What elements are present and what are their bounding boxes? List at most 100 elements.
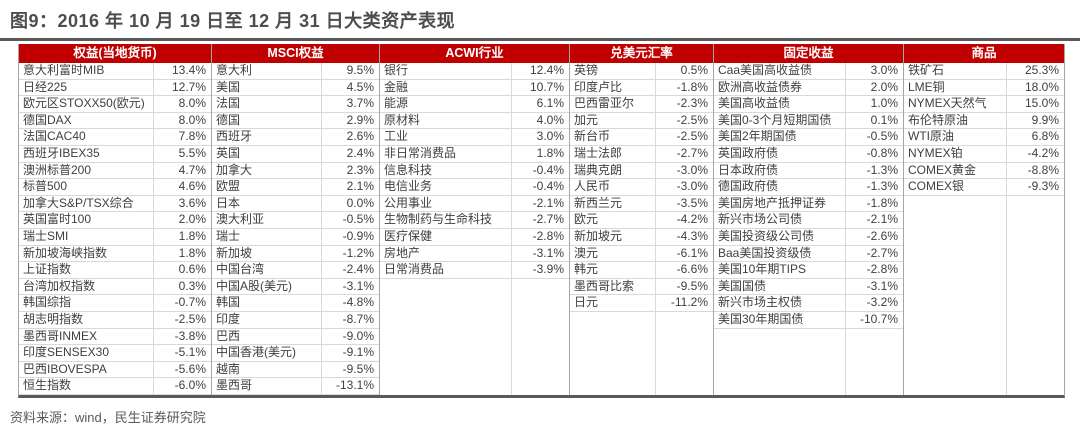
asset-name-cell: 新加坡: [216, 245, 253, 260]
section-header: ACWI行业: [380, 44, 569, 63]
table-row: 英国政府债 -0.8%: [714, 145, 903, 163]
table-row: 加拿大S&P/TSX综合 3.6%: [19, 195, 211, 213]
asset-value-cell: [1006, 328, 1064, 346]
table-row: 非日常消费品 1.8%: [380, 145, 569, 163]
asset-name-cell: 新台币: [574, 129, 611, 144]
asset-name-cell: [714, 378, 845, 395]
asset-name-cell: 英国: [216, 145, 241, 160]
table-row: 新加坡 -1.2%: [212, 245, 379, 263]
section-header: 固定收益: [714, 44, 903, 63]
asset-value-cell: 0.1%: [845, 112, 903, 129]
asset-value-cell: -0.8%: [845, 145, 903, 162]
asset-name-cell: [904, 378, 1006, 395]
asset-name-cell: 巴西雷亚尔: [574, 96, 635, 111]
asset-value-cell: -2.6%: [845, 228, 903, 245]
asset-name-cell: 韩国: [216, 295, 241, 310]
asset-value-cell: -2.7%: [511, 212, 569, 228]
asset-value-cell: -0.5%: [845, 129, 903, 145]
asset-value-cell: -4.2%: [1006, 145, 1064, 162]
asset-name-cell: [380, 312, 511, 329]
table-row: [380, 278, 569, 296]
table-row: [904, 345, 1064, 362]
asset-name-cell: 布伦特原油: [908, 112, 969, 127]
asset-value-cell: -1.3%: [845, 179, 903, 195]
asset-name-cell: NYMEX铂: [908, 145, 963, 160]
asset-name-cell: [904, 295, 1006, 312]
table-row: 欧元区STOXX50(欧元) 8.0%: [19, 96, 211, 113]
table-section: 权益(当地货币) 意大利富时MIB 13.4% 日经225 12.7% 欧元区STOXX5…: [19, 44, 211, 395]
asset-name-cell: [904, 229, 1006, 246]
table-row: [904, 262, 1064, 279]
asset-value-cell: [655, 361, 713, 379]
asset-name-cell: 房地产: [384, 245, 421, 260]
table-row: 能源 6.1%: [380, 96, 569, 113]
table-row: [904, 311, 1064, 329]
asset-value-cell: -2.3%: [655, 96, 713, 112]
table-row: [570, 378, 713, 395]
asset-name-cell: 标普500: [23, 179, 68, 194]
asset-value-cell: [655, 328, 713, 346]
table-row: [714, 361, 903, 379]
table-row: 巴西 -9.0%: [212, 328, 379, 346]
asset-value-cell: 2.4%: [321, 145, 379, 162]
table-row: 墨西哥 -13.1%: [212, 378, 379, 395]
table-row: [714, 328, 903, 346]
table-row: 德国DAX 8.0%: [19, 112, 211, 130]
table-row: 西班牙IBEX35 5.5%: [19, 145, 211, 163]
table-row: [904, 245, 1064, 263]
table-row: 日经225 12.7%: [19, 79, 211, 97]
asset-name-cell: 新兴市场主权债: [718, 295, 803, 310]
asset-name-cell: 印度卢比: [574, 79, 623, 94]
table-row: 瑞士SMI 1.8%: [19, 228, 211, 246]
asset-name-cell: COMEX黄金: [908, 162, 977, 177]
asset-value-cell: -3.1%: [321, 278, 379, 295]
asset-value-cell: -8.7%: [321, 311, 379, 328]
table-row: 瑞士法郎 -2.7%: [570, 145, 713, 163]
table-row: 墨西哥比索 -9.5%: [570, 278, 713, 296]
table-row: [904, 295, 1064, 312]
table-row: NYMEX铂 -4.2%: [904, 145, 1064, 163]
asset-name-cell: 美国30年期国债: [718, 311, 804, 326]
table-row: 人民币 -3.0%: [570, 179, 713, 196]
asset-name-cell: 澳大利亚: [216, 212, 265, 227]
table-row: 台湾加权指数 0.3%: [19, 278, 211, 296]
asset-name-cell: NYMEX天然气: [908, 96, 987, 111]
asset-name-cell: 美国2年期国债: [718, 129, 797, 144]
asset-value-cell: [1006, 295, 1064, 312]
table-row: [380, 328, 569, 346]
table-row: 房地产 -3.1%: [380, 245, 569, 263]
asset-name-cell: 美国国债: [718, 278, 767, 293]
asset-value-cell: 2.3%: [321, 162, 379, 179]
table-row: 英国 2.4%: [212, 145, 379, 163]
asset-value-cell: -1.2%: [321, 245, 379, 262]
table-row: 新兴市场公司债 -2.1%: [714, 212, 903, 229]
table-row: 生物制药与生命科技 -2.7%: [380, 212, 569, 229]
table-row: 恒生指数 -6.0%: [19, 378, 211, 395]
asset-name-cell: 胡志明指数: [23, 311, 84, 326]
asset-name-cell: [380, 345, 511, 362]
table-row: [570, 328, 713, 346]
table-row: 原材料 4.0%: [380, 112, 569, 130]
asset-value-cell: [1006, 228, 1064, 246]
table-row: 法国 3.7%: [212, 96, 379, 113]
asset-name-cell: 欧元区STOXX50(欧元): [23, 96, 145, 111]
asset-value-cell: -9.0%: [321, 328, 379, 345]
asset-value-cell: -3.5%: [655, 195, 713, 212]
asset-name-cell: 电信业务: [384, 179, 433, 194]
asset-name-cell: [904, 362, 1006, 379]
asset-name-cell: [904, 312, 1006, 329]
asset-value-cell: [511, 295, 569, 312]
asset-value-cell: 15.0%: [1006, 96, 1064, 112]
asset-name-cell: [570, 312, 655, 329]
asset-value-cell: -3.0%: [655, 179, 713, 195]
asset-value-cell: 1.8%: [153, 228, 211, 245]
asset-value-cell: [511, 278, 569, 296]
asset-value-cell: [1006, 311, 1064, 329]
asset-value-cell: 9.5%: [321, 63, 379, 79]
asset-value-cell: [511, 378, 569, 395]
asset-value-cell: -1.3%: [845, 162, 903, 179]
asset-value-cell: -10.7%: [845, 311, 903, 328]
asset-name-cell: 工业: [384, 129, 409, 144]
table-row: 医疗保健 -2.8%: [380, 228, 569, 246]
asset-value-cell: [845, 361, 903, 379]
